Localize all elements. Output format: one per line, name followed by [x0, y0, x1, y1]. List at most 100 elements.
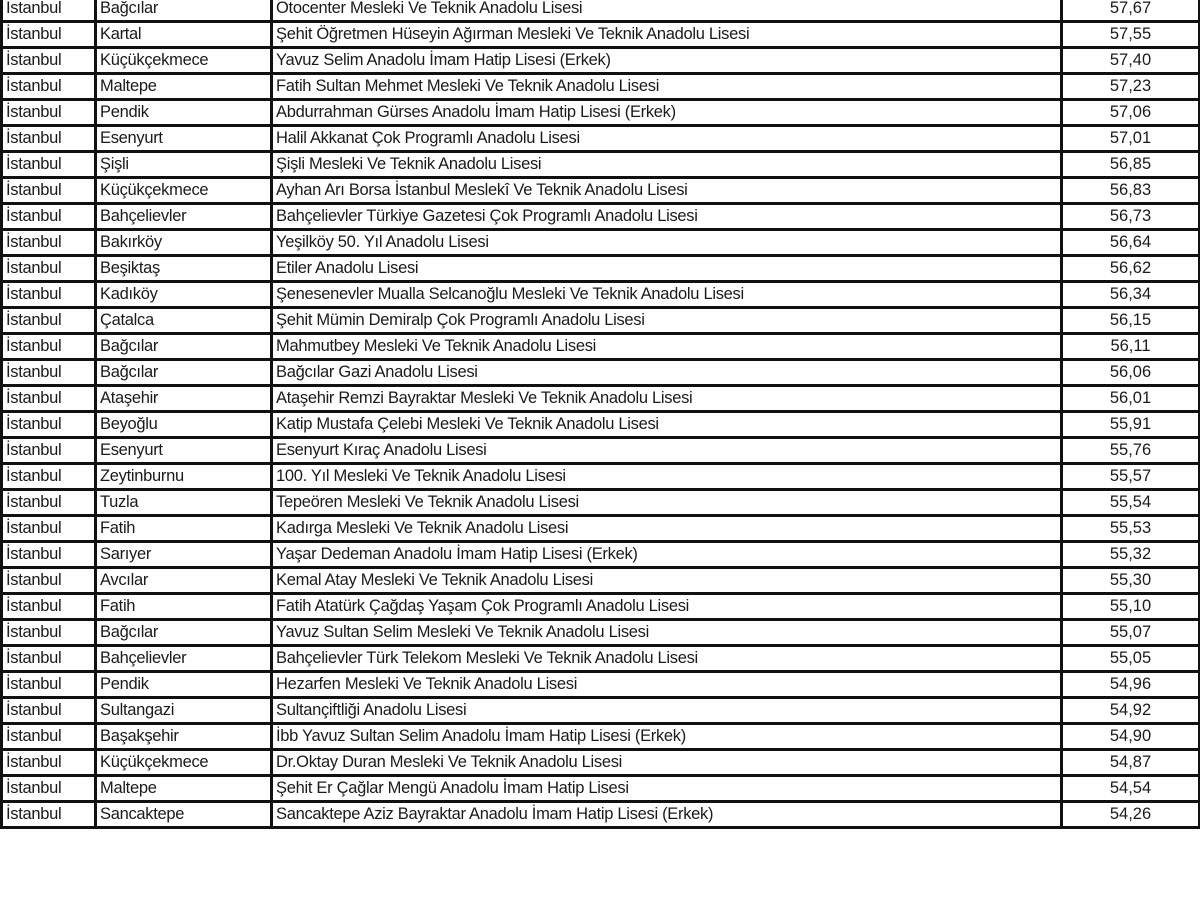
table-row: İstanbul Avcılar Kemal Atay Mesleki Ve Tek…	[0, 566, 1200, 595]
city-cell: İstanbul	[0, 436, 97, 465]
table-row: İstanbul Kartal Şehit Öğretmen Hüseyin Ağı…	[0, 20, 1200, 49]
table-row: İstanbul Bahçelievler Bahçelievler Türk Te…	[0, 644, 1200, 673]
district-cell: Pendik	[94, 98, 273, 127]
district-cell: Ataşehir	[94, 384, 273, 413]
school-name-cell: Ataşehir Remzi Bayraktar Mesleki Ve Tekn…	[270, 384, 1063, 413]
school-name-cell: Şehit Öğretmen Hüseyin Ağırman Mesleki V…	[270, 20, 1063, 49]
city-cell: İstanbul	[0, 202, 97, 231]
table-row: İstanbul Başakşehir İbb Yavuz Sultan Selim…	[0, 722, 1200, 751]
district-cell: Kartal	[94, 20, 273, 49]
district-cell: Çatalca	[94, 306, 273, 335]
table-row: İstanbul Bahçelievler Bahçelievler Türkiye…	[0, 202, 1200, 231]
city-cell: İstanbul	[0, 462, 97, 491]
score-cell: 54,90	[1060, 722, 1200, 751]
school-name-cell: Yavuz Sultan Selim Mesleki Ve Teknik Ana…	[270, 618, 1063, 647]
table-body: İstanbul Bağcılar Otocenter Mesleki Ve Tek…	[0, 0, 1200, 829]
table-row: İstanbul Küçükçekmece Dr.Oktay Duran Mesle…	[0, 748, 1200, 777]
school-name-cell: Yeşilköy 50. Yıl Anadolu Lisesi	[270, 228, 1063, 257]
score-cell: 56,34	[1060, 280, 1200, 309]
table-row: İstanbul Bakırköy Yeşilköy 50. Yıl Anadolu…	[0, 228, 1200, 257]
score-cell: 55,30	[1060, 566, 1200, 595]
school-name-cell: Fatih Atatürk Çağdaş Yaşam Çok Programlı…	[270, 592, 1063, 621]
city-cell: İstanbul	[0, 410, 97, 439]
school-name-cell: Otocenter Mesleki Ve Teknik Anadolu Lise…	[270, 0, 1063, 23]
school-name-cell: Mahmutbey Mesleki Ve Teknik Anadolu Lise…	[270, 332, 1063, 361]
score-cell: 55,76	[1060, 436, 1200, 465]
table-row: İstanbul Beşiktaş Etiler Anadolu Lisesi 56,…	[0, 254, 1200, 283]
school-name-cell: Ayhan Arı Borsa İstanbul Meslekî Ve Tekn…	[270, 176, 1063, 205]
city-cell: İstanbul	[0, 332, 97, 361]
city-cell: İstanbul	[0, 176, 97, 205]
score-cell: 57,67	[1060, 0, 1200, 23]
score-cell: 57,40	[1060, 46, 1200, 75]
school-name-cell: 100. Yıl Mesleki Ve Teknik Anadolu Lises…	[270, 462, 1063, 491]
city-cell: İstanbul	[0, 696, 97, 725]
school-score-table: İstanbul Bağcılar Otocenter Mesleki Ve Tek…	[0, 0, 1200, 829]
district-cell: Bağcılar	[94, 358, 273, 387]
district-cell: Küçükçekmece	[94, 748, 273, 777]
city-cell: İstanbul	[0, 592, 97, 621]
score-cell: 57,23	[1060, 72, 1200, 101]
district-cell: Sancaktepe	[94, 800, 273, 829]
table-row: İstanbul Bağcılar Bağcılar Gazi Anadolu Li…	[0, 358, 1200, 387]
city-cell: İstanbul	[0, 228, 97, 257]
district-cell: Beyoğlu	[94, 410, 273, 439]
district-cell: Bağcılar	[94, 332, 273, 361]
score-cell: 56,85	[1060, 150, 1200, 179]
score-cell: 54,26	[1060, 800, 1200, 829]
score-cell: 55,53	[1060, 514, 1200, 543]
table-row: İstanbul Ataşehir Ataşehir Remzi Bayraktar…	[0, 384, 1200, 413]
city-cell: İstanbul	[0, 540, 97, 569]
district-cell: Zeytinburnu	[94, 462, 273, 491]
city-cell: İstanbul	[0, 800, 97, 829]
city-cell: İstanbul	[0, 488, 97, 517]
district-cell: Sarıyer	[94, 540, 273, 569]
city-cell: İstanbul	[0, 670, 97, 699]
score-cell: 55,10	[1060, 592, 1200, 621]
table-row: İstanbul Fatih Fatih Atatürk Çağdaş Yaşam …	[0, 592, 1200, 621]
table-row: İstanbul Sancaktepe Sancaktepe Aziz Bayrak…	[0, 800, 1200, 829]
district-cell: Beşiktaş	[94, 254, 273, 283]
table-row: İstanbul Beyoğlu Katip Mustafa Çelebi Mesl…	[0, 410, 1200, 439]
score-cell: 55,32	[1060, 540, 1200, 569]
city-cell: İstanbul	[0, 20, 97, 49]
district-cell: Sultangazi	[94, 696, 273, 725]
score-cell: 55,07	[1060, 618, 1200, 647]
city-cell: İstanbul	[0, 384, 97, 413]
score-cell: 54,87	[1060, 748, 1200, 777]
school-name-cell: Dr.Oktay Duran Mesleki Ve Teknik Anadolu…	[270, 748, 1063, 777]
table-row: İstanbul Pendik Abdurrahman Gürses Anadolu…	[0, 98, 1200, 127]
district-cell: Başakşehir	[94, 722, 273, 751]
table-row: İstanbul Tuzla Tepeören Mesleki Ve Teknik …	[0, 488, 1200, 517]
district-cell: Maltepe	[94, 774, 273, 803]
school-name-cell: Sancaktepe Aziz Bayraktar Anadolu İmam H…	[270, 800, 1063, 829]
school-name-cell: Sultançiftliği Anadolu Lisesi	[270, 696, 1063, 725]
district-cell: Küçükçekmece	[94, 46, 273, 75]
score-cell: 54,96	[1060, 670, 1200, 699]
table-row: İstanbul Küçükçekmece Ayhan Arı Borsa İsta…	[0, 176, 1200, 205]
score-cell: 54,92	[1060, 696, 1200, 725]
school-name-cell: Yavuz Selim Anadolu İmam Hatip Lisesi (E…	[270, 46, 1063, 75]
city-cell: İstanbul	[0, 280, 97, 309]
city-cell: İstanbul	[0, 358, 97, 387]
table-row: İstanbul Fatih Kadırga Mesleki Ve Teknik A…	[0, 514, 1200, 543]
district-cell: Maltepe	[94, 72, 273, 101]
city-cell: İstanbul	[0, 566, 97, 595]
city-cell: İstanbul	[0, 72, 97, 101]
school-name-cell: Katip Mustafa Çelebi Mesleki Ve Teknik A…	[270, 410, 1063, 439]
district-cell: Şişli	[94, 150, 273, 179]
school-name-cell: Fatih Sultan Mehmet Mesleki Ve Teknik An…	[270, 72, 1063, 101]
school-name-cell: Etiler Anadolu Lisesi	[270, 254, 1063, 283]
score-cell: 54,54	[1060, 774, 1200, 803]
table-row: İstanbul Sultangazi Sultançiftliği Anadolu…	[0, 696, 1200, 725]
score-cell: 57,55	[1060, 20, 1200, 49]
district-cell: Fatih	[94, 514, 273, 543]
city-cell: İstanbul	[0, 306, 97, 335]
score-cell: 56,64	[1060, 228, 1200, 257]
school-name-cell: Abdurrahman Gürses Anadolu İmam Hatip Li…	[270, 98, 1063, 127]
district-cell: Kadıköy	[94, 280, 273, 309]
score-cell: 57,01	[1060, 124, 1200, 153]
school-name-cell: Kadırga Mesleki Ve Teknik Anadolu Lisesi	[270, 514, 1063, 543]
table-row: İstanbul Bağcılar Yavuz Sultan Selim Mesle…	[0, 618, 1200, 647]
school-name-cell: Şehit Er Çağlar Mengü Anadolu İmam Hatip…	[270, 774, 1063, 803]
